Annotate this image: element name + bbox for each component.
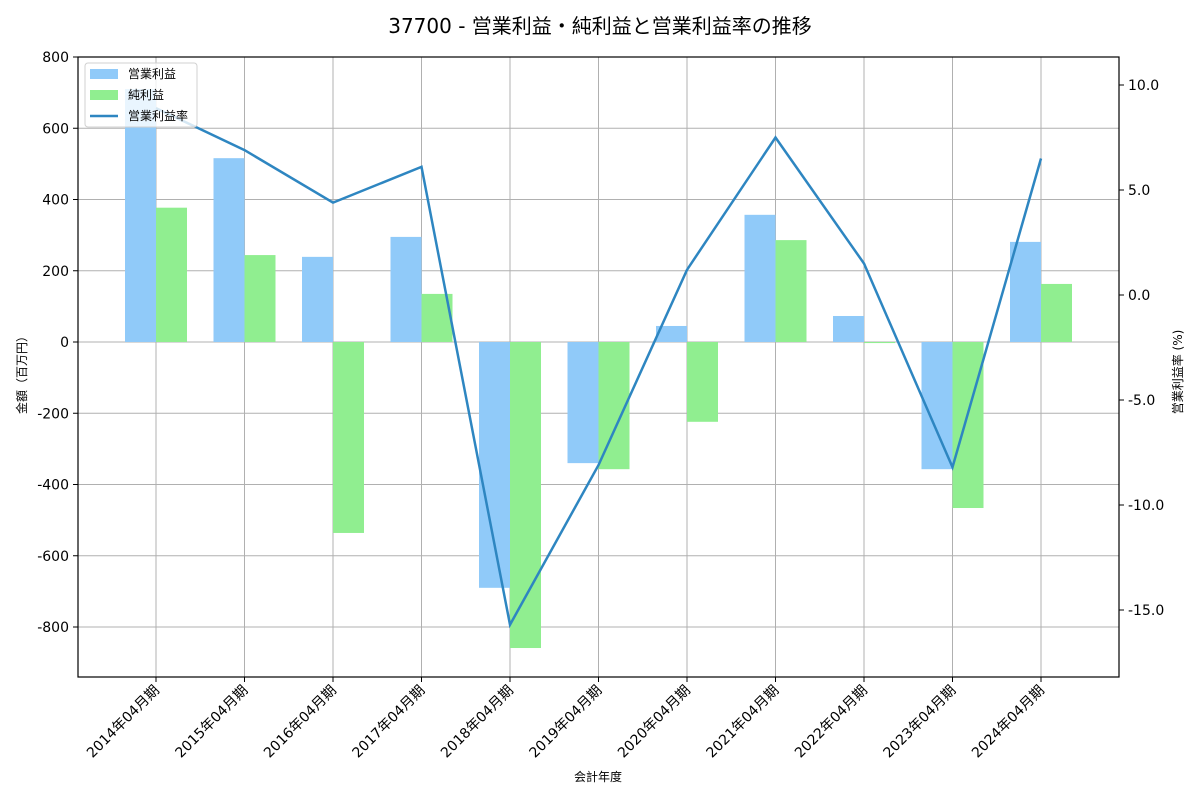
y-tick-label: -200 xyxy=(37,406,69,422)
y-tick-label: 400 xyxy=(42,193,69,209)
x-tick-label: 2019年04月期 xyxy=(527,683,606,762)
operating-margin-line xyxy=(155,106,1043,629)
y-right-tick-label: 5.0 xyxy=(1128,183,1150,199)
margin-line xyxy=(155,106,1043,629)
y-tick-label: -400 xyxy=(37,478,69,494)
legend-label: 営業利益 xyxy=(128,67,176,81)
x-tick-label: 2017年04月期 xyxy=(350,683,429,762)
net-profit-bar xyxy=(952,342,984,509)
x-axis-ticks: 2014年04月期 2015年04月期 2016年04月期 2017年04月期 2018… xyxy=(84,677,1048,761)
operating-profit-bar xyxy=(302,256,333,342)
x-axis-label: 会計年度 xyxy=(574,769,622,784)
legend-swatch xyxy=(90,69,118,79)
net-profit-bar xyxy=(687,342,718,422)
y-tick-label: 800 xyxy=(42,50,69,66)
operating-profit-bar xyxy=(125,89,156,342)
x-tick-label: 2023年04月期 xyxy=(881,683,960,762)
y-right-tick-label: -15.0 xyxy=(1128,603,1164,619)
operating-profit-bar xyxy=(833,315,864,342)
chart-title: 37700 - 営業利益・純利益と営業利益率の推移 xyxy=(388,14,812,38)
bars xyxy=(125,89,1072,649)
net-profit-bar xyxy=(156,207,187,342)
y-tick-label: 200 xyxy=(42,264,69,280)
y-tick-label: 600 xyxy=(42,121,69,137)
left-axis-ticks: 800 600 400 200 0 -200 -400 -600 -800 xyxy=(37,50,78,636)
y-right-tick-label: 0.0 xyxy=(1128,288,1150,304)
y-right-tick-label: -10.0 xyxy=(1128,498,1164,514)
x-tick-label: 2016年04月期 xyxy=(261,683,340,762)
y-axis-label: 金額（百万円） xyxy=(14,330,29,414)
operating-profit-bar xyxy=(213,158,245,342)
operating-profit-bar xyxy=(567,342,599,464)
legend-swatch xyxy=(90,90,118,100)
net-profit-bar xyxy=(244,255,276,342)
legend-label: 営業利益率 xyxy=(128,108,188,123)
y-tick-label: -600 xyxy=(37,549,69,565)
y-tick-label: 0 xyxy=(60,335,69,351)
operating-profit-bar xyxy=(744,214,776,342)
right-axis-ticks: 10.0 5.0 0.0 -5.0 -10.0 -15.0 xyxy=(1119,78,1164,619)
x-tick-label: 2024年04月期 xyxy=(969,683,1048,762)
net-profit-bar xyxy=(775,240,807,342)
operating-profit-bar xyxy=(390,236,422,342)
net-profit-bar xyxy=(1041,283,1072,342)
x-tick-label: 2020年04月期 xyxy=(615,683,694,762)
net-profit-bar xyxy=(864,342,895,344)
x-tick-label: 2018年04月期 xyxy=(438,683,517,762)
operating-profit-bar xyxy=(1010,241,1041,342)
legend-label: 純利益 xyxy=(128,88,164,102)
x-tick-label: 2022年04月期 xyxy=(792,683,871,762)
y-right-tick-label: 10.0 xyxy=(1128,78,1159,94)
operating-profit-bar xyxy=(656,325,687,342)
x-tick-label: 2015年04月期 xyxy=(173,683,252,762)
x-tick-label: 2014年04月期 xyxy=(84,683,163,762)
net-profit-bar xyxy=(333,342,364,533)
x-tick-label: 2021年04月期 xyxy=(704,683,783,762)
y-axis-right-label: 営業利益率 (%) xyxy=(1170,330,1185,415)
y-tick-label: -800 xyxy=(37,620,69,636)
net-profit-bar xyxy=(510,342,541,649)
y-right-tick-label: -5.0 xyxy=(1128,393,1155,409)
